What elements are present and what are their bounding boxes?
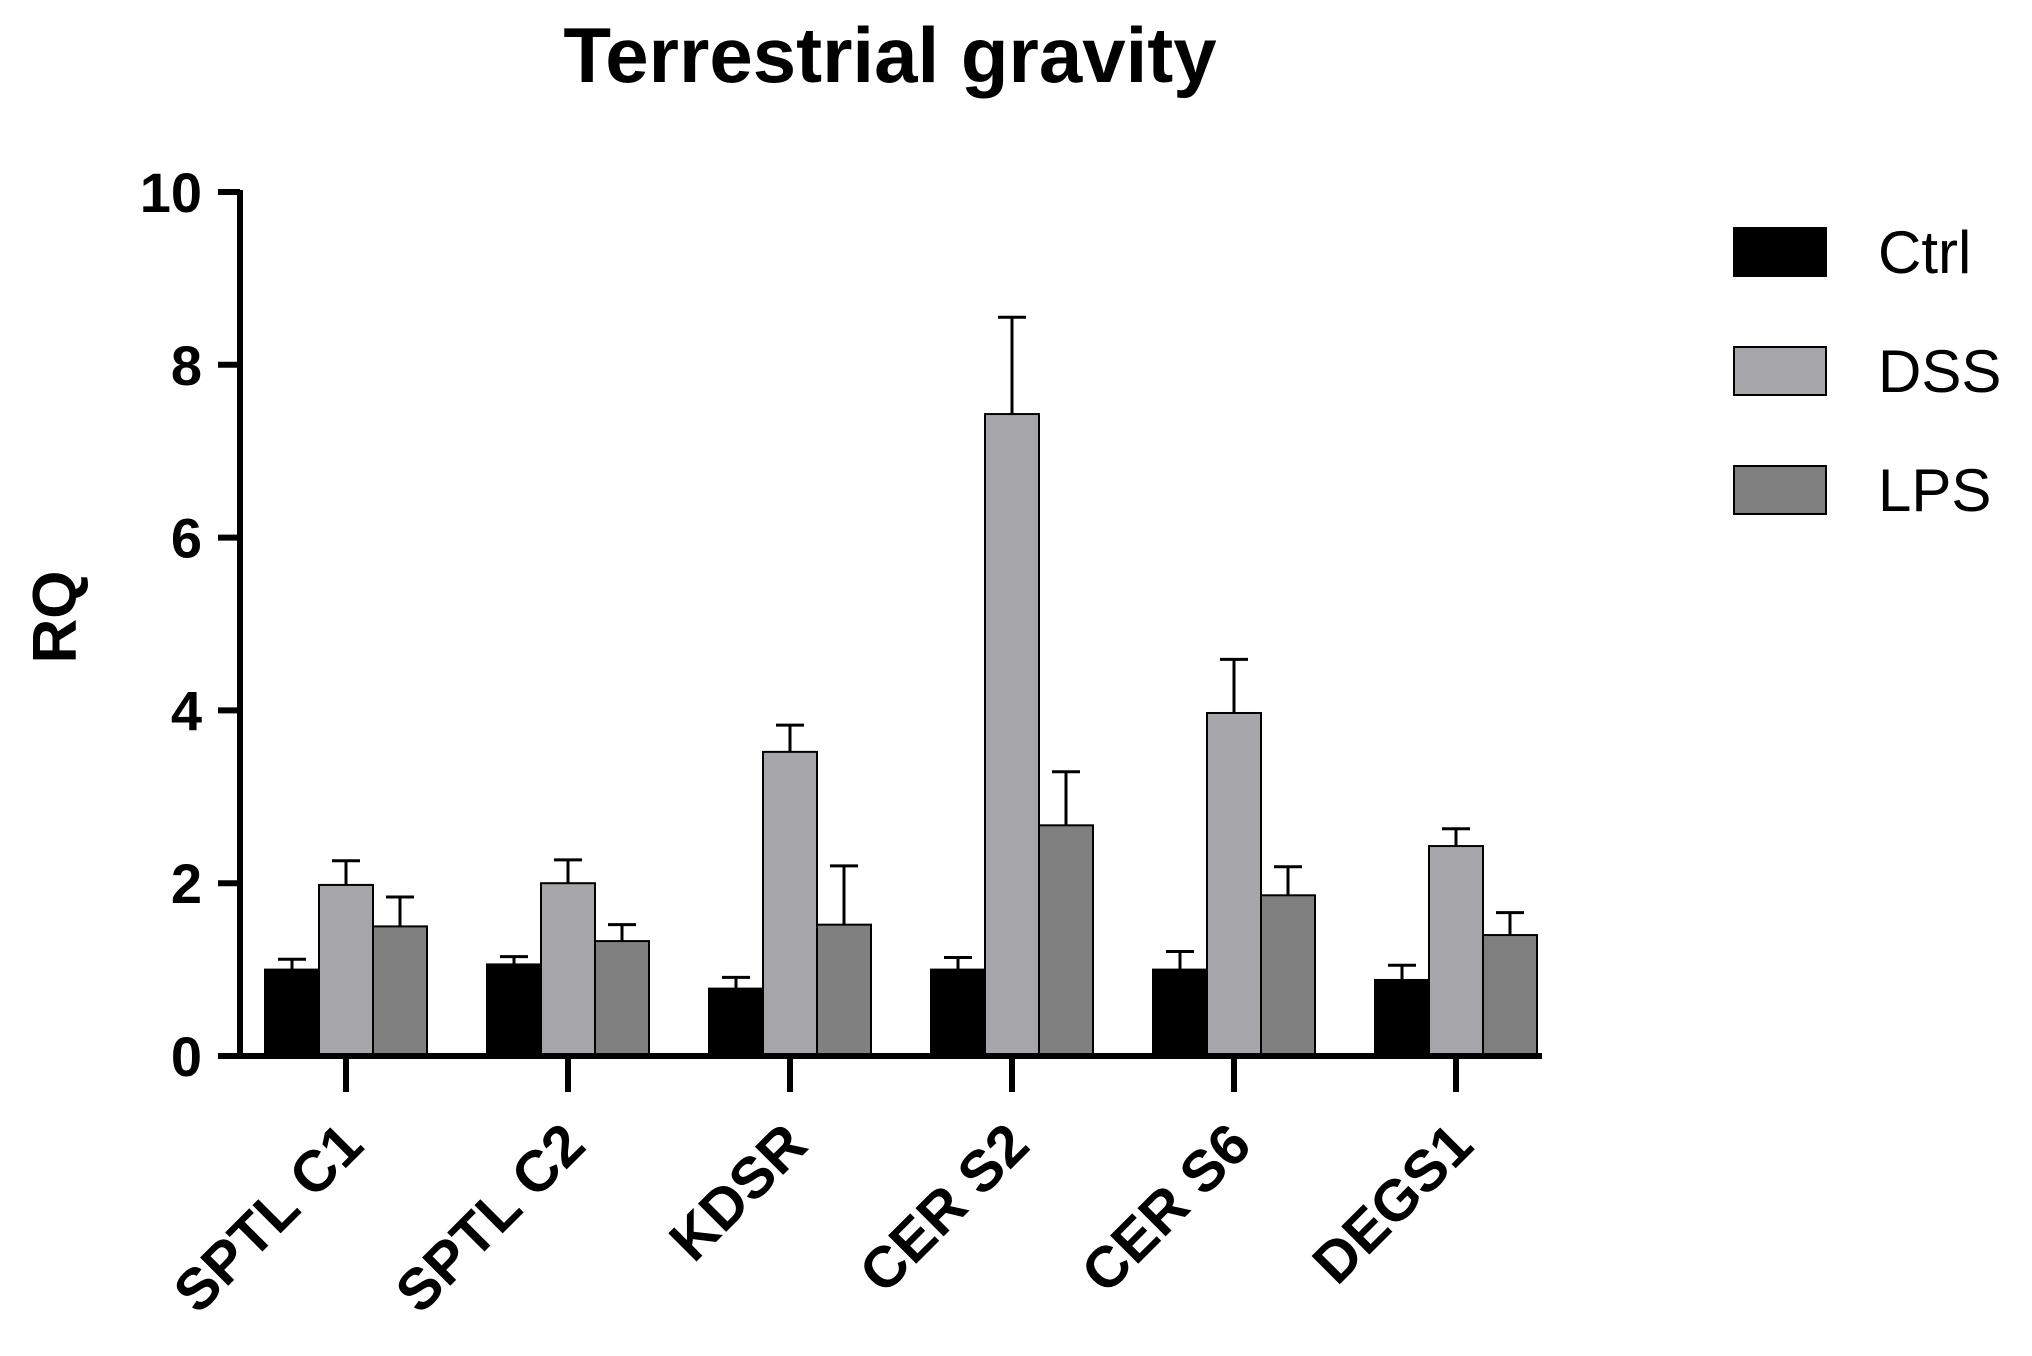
- bars-layer: [264, 413, 1538, 1058]
- x-tick-label: CER S2: [847, 1111, 1041, 1305]
- legend-swatch-dss: [1733, 346, 1827, 396]
- legend-label-lps: LPS: [1878, 457, 1991, 524]
- bar-lps-2: [816, 923, 872, 1057]
- x-tick-label: SPTL C1: [161, 1111, 375, 1325]
- bar-ctrl-1: [486, 963, 542, 1058]
- bar-dss-4: [1206, 711, 1262, 1057]
- y-tick-label: 2: [171, 852, 202, 915]
- bar-lps-3: [1038, 824, 1094, 1058]
- x-tick-label: DEGS1: [1300, 1111, 1485, 1296]
- x-tick-label: KDSR: [657, 1111, 819, 1273]
- bar-dss-2: [762, 750, 818, 1057]
- error-bars-layer: [278, 315, 1524, 989]
- bar-ctrl-0: [264, 968, 320, 1057]
- bar-lps-5: [1482, 934, 1538, 1057]
- bar-ctrl-5: [1374, 978, 1430, 1058]
- y-tick-label: 4: [171, 679, 202, 742]
- bar-dss-5: [1428, 845, 1484, 1057]
- x-tick-label: CER S6: [1069, 1111, 1263, 1305]
- bar-dss-3: [984, 413, 1040, 1058]
- y-axis-label: RQ: [21, 571, 90, 664]
- bar-lps-1: [594, 940, 650, 1058]
- y-tick-label: 10: [140, 161, 202, 224]
- bar-dss-1: [540, 882, 596, 1058]
- chart-title: Terrestrial gravity: [563, 11, 1216, 99]
- x-tick-label: SPTL C2: [383, 1111, 597, 1325]
- bar-lps-0: [372, 925, 428, 1058]
- bar-ctrl-4: [1152, 968, 1208, 1057]
- bar-dss-0: [318, 883, 374, 1057]
- y-tick-label: 8: [171, 334, 202, 397]
- bar-ctrl-3: [930, 968, 986, 1057]
- y-tick-label: 0: [171, 1025, 202, 1088]
- axes: SPTL C1 SPTL C2 KDSR CER S2 CER S6 DEGS1 0 2 4 6 8…: [140, 161, 1542, 1325]
- legend-label-dss: DSS: [1878, 338, 2001, 405]
- legend-swatch-ctrl: [1733, 227, 1827, 277]
- legend-swatch-lps: [1733, 465, 1827, 515]
- legend-label-ctrl: Ctrl: [1878, 219, 1971, 286]
- legend: Ctrl DSS LPS: [1733, 219, 2001, 524]
- bar-lps-4: [1260, 894, 1316, 1058]
- y-tick-label: 6: [171, 507, 202, 570]
- bar-ctrl-2: [708, 987, 764, 1057]
